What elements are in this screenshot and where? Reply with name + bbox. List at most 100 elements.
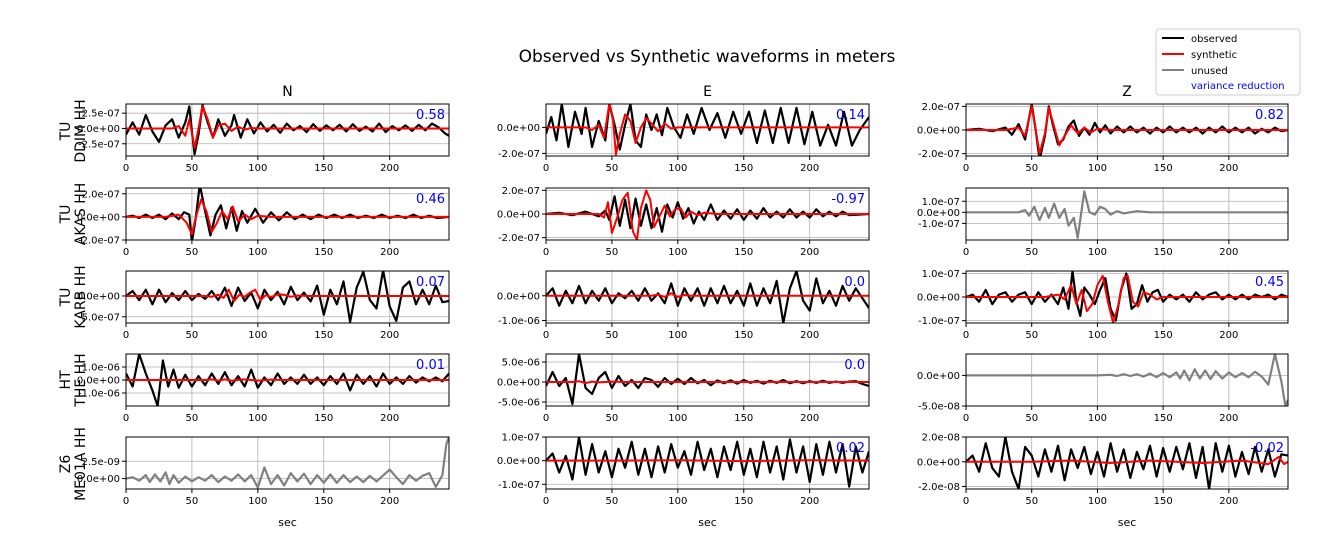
row-network-label: TU bbox=[58, 122, 74, 142]
y-tick-label: 0.0e+00 bbox=[77, 474, 120, 485]
x-tick-label: 150 bbox=[1154, 413, 1173, 424]
x-tick-label: 150 bbox=[734, 247, 753, 258]
x-tick-label: 50 bbox=[1025, 413, 1038, 424]
x-tick-label: 150 bbox=[734, 496, 753, 507]
x-tick-label: 50 bbox=[1025, 247, 1038, 258]
panel-2-z: 0 50 100 150 200 1.0e-07 0.0e+00 -1.0e-07 0.45 bbox=[917, 269, 1289, 341]
synthetic-trace bbox=[126, 105, 449, 149]
panel-frame bbox=[965, 353, 1289, 407]
x-tick-label: 50 bbox=[186, 496, 199, 507]
row-network-label: TU bbox=[58, 205, 74, 225]
y-tick-label: -1.0e-06 bbox=[498, 316, 540, 327]
x-tick-label: 150 bbox=[734, 163, 753, 174]
observed-trace bbox=[546, 437, 869, 488]
y-tick-label: 2.5e-09 bbox=[82, 457, 120, 468]
unused-trace bbox=[966, 190, 1288, 239]
row-label-2: TU KARB HH bbox=[58, 265, 89, 328]
y-tick-label: 1.0e-07 bbox=[502, 433, 540, 444]
y-tick-label: 1.0e-06 bbox=[82, 363, 120, 374]
panel-3-n: 0 50 100 150 200 1.0e-06 0.0e+00 -1.0e-06 0.01 bbox=[77, 353, 450, 424]
x-tick-label: 100 bbox=[668, 247, 687, 258]
x-tick-label: 50 bbox=[606, 247, 619, 258]
legend-synthetic-label: synthetic bbox=[1191, 50, 1237, 61]
x-tick-label: 150 bbox=[734, 413, 753, 424]
x-axis-label-e: sec bbox=[698, 516, 717, 529]
synthetic-trace bbox=[126, 198, 449, 236]
x-tick-label: 100 bbox=[668, 496, 687, 507]
unused-trace bbox=[126, 437, 449, 489]
x-tick-label: 200 bbox=[1219, 330, 1238, 341]
x-tick-label: 50 bbox=[1025, 330, 1038, 341]
x-tick-label: 150 bbox=[314, 163, 333, 174]
x-tick-label: 100 bbox=[668, 163, 687, 174]
legend-variance-reduction-label: variance reduction bbox=[1191, 81, 1285, 92]
x-tick-label: 200 bbox=[1219, 247, 1238, 258]
y-tick-label: 0.0e+00 bbox=[917, 208, 960, 219]
x-tick-label: 100 bbox=[248, 330, 267, 341]
x-tick-label: 200 bbox=[1219, 163, 1238, 174]
panel-1-e: 0 50 100 150 200 2.0e-07 0.0e+00 -2.0e-07 -0.97 bbox=[497, 186, 870, 258]
x-tick-label: 0 bbox=[963, 247, 969, 258]
x-tick-label: 100 bbox=[248, 163, 267, 174]
x-tick-label: 100 bbox=[1088, 163, 1107, 174]
y-tick-label: -1.0e-07 bbox=[918, 316, 960, 327]
x-tick-label: 200 bbox=[800, 496, 819, 507]
variance-reduction-label: 0.07 bbox=[416, 275, 445, 290]
row-label-1: TU AKAS HH bbox=[58, 183, 89, 245]
x-tick-label: 150 bbox=[1154, 330, 1173, 341]
x-tick-label: 100 bbox=[1088, 247, 1107, 258]
row-station-label: DDIM HH bbox=[73, 99, 89, 162]
y-tick-label: 2.0e-07 bbox=[502, 186, 540, 197]
y-tick-label: 0.0e+00 bbox=[917, 126, 960, 137]
row-network-label: TU bbox=[58, 288, 74, 308]
y-tick-label: 0.0e+00 bbox=[497, 456, 540, 467]
row-label-4: Z6 ME01A HH bbox=[58, 427, 89, 501]
y-tick-label: 1.0e-07 bbox=[922, 269, 960, 280]
variance-reduction-label: -0.97 bbox=[831, 192, 865, 207]
x-tick-label: 50 bbox=[186, 330, 199, 341]
x-tick-label: 0 bbox=[543, 163, 549, 174]
y-tick-label: 2.5e-07 bbox=[82, 109, 120, 120]
panel-frame bbox=[125, 187, 450, 241]
synthetic-trace bbox=[546, 380, 869, 385]
legend-unused-label: unused bbox=[1191, 66, 1228, 77]
observed-trace bbox=[126, 188, 449, 240]
x-tick-label: 200 bbox=[380, 496, 399, 507]
y-tick-label: -5.0e-08 bbox=[918, 402, 960, 413]
x-tick-label: 150 bbox=[314, 413, 333, 424]
y-tick-label: -2.5e-07 bbox=[78, 139, 120, 150]
x-tick-label: 0 bbox=[963, 163, 969, 174]
y-tick-label: 0.0e+00 bbox=[77, 124, 120, 135]
legend-observed-label: observed bbox=[1191, 34, 1237, 45]
y-tick-label: 0.0e+00 bbox=[497, 210, 540, 221]
synthetic-trace bbox=[546, 459, 869, 463]
panel-4-z: 0 50 100 150 200 2.0e-08 0.0e+00 -2.0e-08 -0.02 bbox=[917, 433, 1289, 507]
x-tick-label: 0 bbox=[543, 247, 549, 258]
x-tick-label: 200 bbox=[800, 163, 819, 174]
x-tick-label: 200 bbox=[1219, 496, 1238, 507]
x-tick-label: 0 bbox=[123, 163, 129, 174]
x-tick-label: 0 bbox=[963, 496, 969, 507]
synthetic-trace bbox=[966, 105, 1288, 155]
variance-reduction-label: 0.0 bbox=[844, 358, 865, 373]
synthetic-trace bbox=[126, 288, 449, 302]
row-network-label: Z6 bbox=[58, 455, 74, 474]
unused-trace bbox=[966, 354, 1288, 406]
x-tick-label: 50 bbox=[186, 247, 199, 258]
row-station-label: AKAS HH bbox=[73, 183, 89, 245]
panel-1-z: 0 50 100 150 200 1.0e-070.0e+00-1.0e-07 bbox=[917, 187, 1289, 258]
x-tick-label: 0 bbox=[543, 413, 549, 424]
y-tick-label: 1.0e-07 bbox=[922, 197, 960, 208]
x-tick-label: 100 bbox=[248, 496, 267, 507]
y-tick-label: -2.0e-07 bbox=[78, 236, 120, 247]
x-tick-label: 150 bbox=[1154, 163, 1173, 174]
panel-2-n: 0 50 100 150 200 0.0e+00 -5.0e-07 0.07 bbox=[77, 270, 450, 341]
y-tick-label: 0.0e+00 bbox=[77, 291, 120, 302]
y-tick-label: 5.0e-06 bbox=[502, 358, 540, 369]
variance-reduction-label: 0.45 bbox=[1255, 275, 1284, 290]
x-tick-label: 150 bbox=[314, 330, 333, 341]
row-station-label: ME01A HH bbox=[73, 427, 89, 501]
y-tick-label: 0.0e+00 bbox=[77, 212, 120, 223]
x-tick-label: 150 bbox=[1154, 496, 1173, 507]
y-tick-label: 0.0e+00 bbox=[917, 293, 960, 304]
